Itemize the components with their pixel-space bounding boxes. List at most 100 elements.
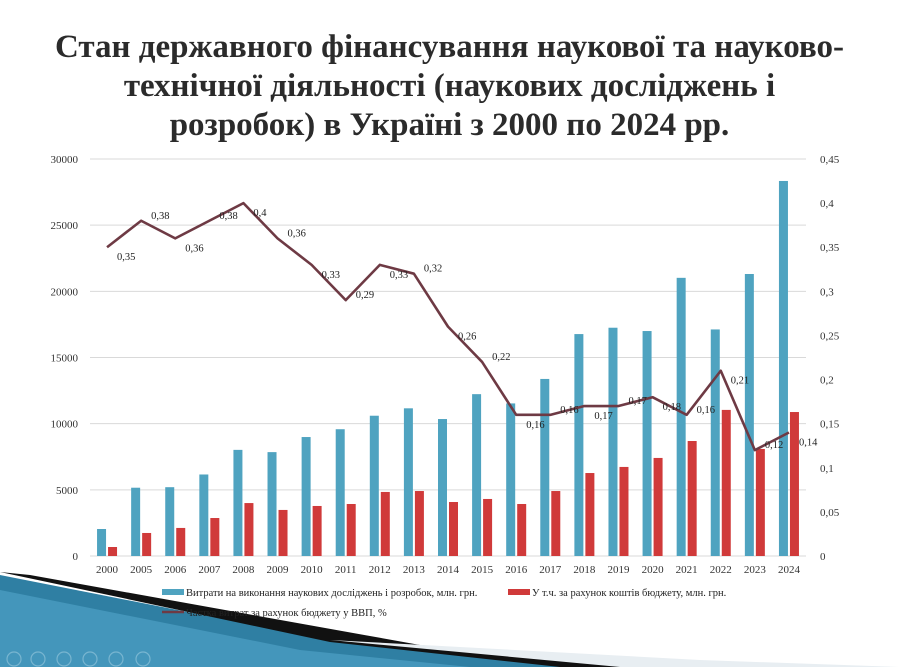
x-tick-label: 2019 xyxy=(607,564,630,576)
bar-total xyxy=(267,452,277,556)
bar-total xyxy=(608,327,618,556)
bar-total xyxy=(472,394,482,556)
x-tick-label: 2017 xyxy=(539,564,562,576)
bar-budget xyxy=(312,505,322,556)
data-label: 0,14 xyxy=(799,437,818,448)
title-line: технічної діяльності (наукових досліджен… xyxy=(123,68,776,104)
x-tick-label: 2016 xyxy=(505,564,528,576)
bar-budget xyxy=(414,491,424,556)
bar-total xyxy=(97,529,107,556)
bar-budget xyxy=(789,412,799,556)
data-label: 0,26 xyxy=(458,332,476,343)
x-tick-label: 2010 xyxy=(301,564,324,576)
data-label: 0,17 xyxy=(594,411,612,422)
y-tick-label: 10000 xyxy=(51,419,79,431)
bar-total xyxy=(540,378,550,556)
bar-budget xyxy=(721,409,731,556)
bar-total xyxy=(676,277,686,556)
bar-budget xyxy=(176,527,186,556)
bar-budget xyxy=(142,532,152,556)
y2-tick-label: 0,35 xyxy=(820,242,840,254)
bar-budget xyxy=(517,503,527,556)
bar-budget xyxy=(687,441,697,556)
bar-budget xyxy=(449,502,458,556)
bar-budget xyxy=(755,448,765,556)
data-label: 0,29 xyxy=(356,290,374,301)
legend-label: Частка витрат за рахунок бюджету у ВВП, … xyxy=(186,608,387,619)
data-label: 0,4 xyxy=(253,208,267,219)
bar-total xyxy=(369,415,379,556)
y-tick-label: 25000 xyxy=(51,220,79,232)
bar-total xyxy=(744,273,754,556)
y2-tick-label: 0,15 xyxy=(820,419,840,431)
bar-budget xyxy=(483,498,493,556)
x-tick-label: 2014 xyxy=(437,564,460,576)
x-tick-label: 2011 xyxy=(335,564,357,576)
bar-total xyxy=(403,408,413,556)
presentation-controls[interactable] xyxy=(6,651,151,667)
bar-total xyxy=(710,329,720,556)
data-label: 0,38 xyxy=(219,211,237,222)
bar-budget xyxy=(244,503,254,556)
y2-tick-label: 0,1 xyxy=(820,463,834,475)
y2-tick-label: 0,3 xyxy=(820,286,834,298)
data-label: 0,22 xyxy=(492,352,510,363)
x-tick-label: 2008 xyxy=(232,564,255,576)
x-tick-label: 2005 xyxy=(130,564,153,576)
bar-total xyxy=(574,334,584,556)
data-label: 0,33 xyxy=(390,270,408,281)
y-tick-label: 0 xyxy=(73,551,79,563)
x-tick-label: 2000 xyxy=(96,564,119,576)
bar-total xyxy=(199,474,209,556)
data-label: 0,21 xyxy=(731,376,749,387)
x-tick-label: 2023 xyxy=(744,564,767,576)
data-label: 0,16 xyxy=(560,405,578,416)
y-tick-label: 30000 xyxy=(51,154,79,166)
x-tick-label: 2013 xyxy=(403,564,426,576)
data-label: 0,16 xyxy=(697,405,715,416)
data-label: 0,33 xyxy=(322,270,340,281)
line-gdp-share xyxy=(106,201,790,452)
bar-budget xyxy=(210,518,220,556)
bar-budget xyxy=(619,466,629,556)
legend-label: У т.ч. за рахунок коштів бюджету, млн. г… xyxy=(532,588,726,599)
data-label: 0,32 xyxy=(424,264,442,275)
bar-total xyxy=(131,487,141,556)
y2-tick-label: 0,4 xyxy=(820,198,834,210)
x-tick-label: 2012 xyxy=(369,564,391,576)
bar-total xyxy=(301,437,311,556)
y-tick-label: 15000 xyxy=(51,353,79,365)
legend-label: Витрати на виконання наукових досліджень… xyxy=(186,588,477,599)
bar-budget xyxy=(380,491,390,556)
x-tick-label: 2020 xyxy=(642,564,665,576)
bar-total xyxy=(233,449,243,556)
x-tick-label: 2022 xyxy=(710,564,732,576)
bar-budget xyxy=(108,547,118,556)
bar-budget xyxy=(653,457,663,556)
bar-budget xyxy=(346,503,356,556)
data-label: 0,35 xyxy=(117,252,135,263)
bar-budget xyxy=(551,491,561,556)
data-label: 0,17 xyxy=(628,396,646,407)
bar-total xyxy=(778,180,788,556)
x-tick-label: 2024 xyxy=(778,564,801,576)
y-tick-label: 5000 xyxy=(56,485,79,497)
bar-total xyxy=(642,331,652,556)
data-label: 0,16 xyxy=(526,420,544,431)
title-line: розробок) в Україні з 2000 по 2024 рр. xyxy=(169,107,730,143)
x-tick-label: 2007 xyxy=(198,564,221,576)
bar-total xyxy=(506,403,516,556)
bar-budget xyxy=(585,473,595,556)
bar-total xyxy=(165,487,175,556)
y2-tick-label: 0,05 xyxy=(820,507,840,519)
data-label: 0,38 xyxy=(151,211,169,222)
y2-tick-label: 0 xyxy=(820,551,826,563)
x-tick-label: 2015 xyxy=(471,564,494,576)
legend-swatch-budget xyxy=(508,589,530,595)
data-label: 0,18 xyxy=(663,402,681,413)
legend-swatch-total xyxy=(162,589,184,595)
x-tick-label: 2021 xyxy=(676,564,698,576)
y2-tick-label: 0,45 xyxy=(820,154,840,166)
